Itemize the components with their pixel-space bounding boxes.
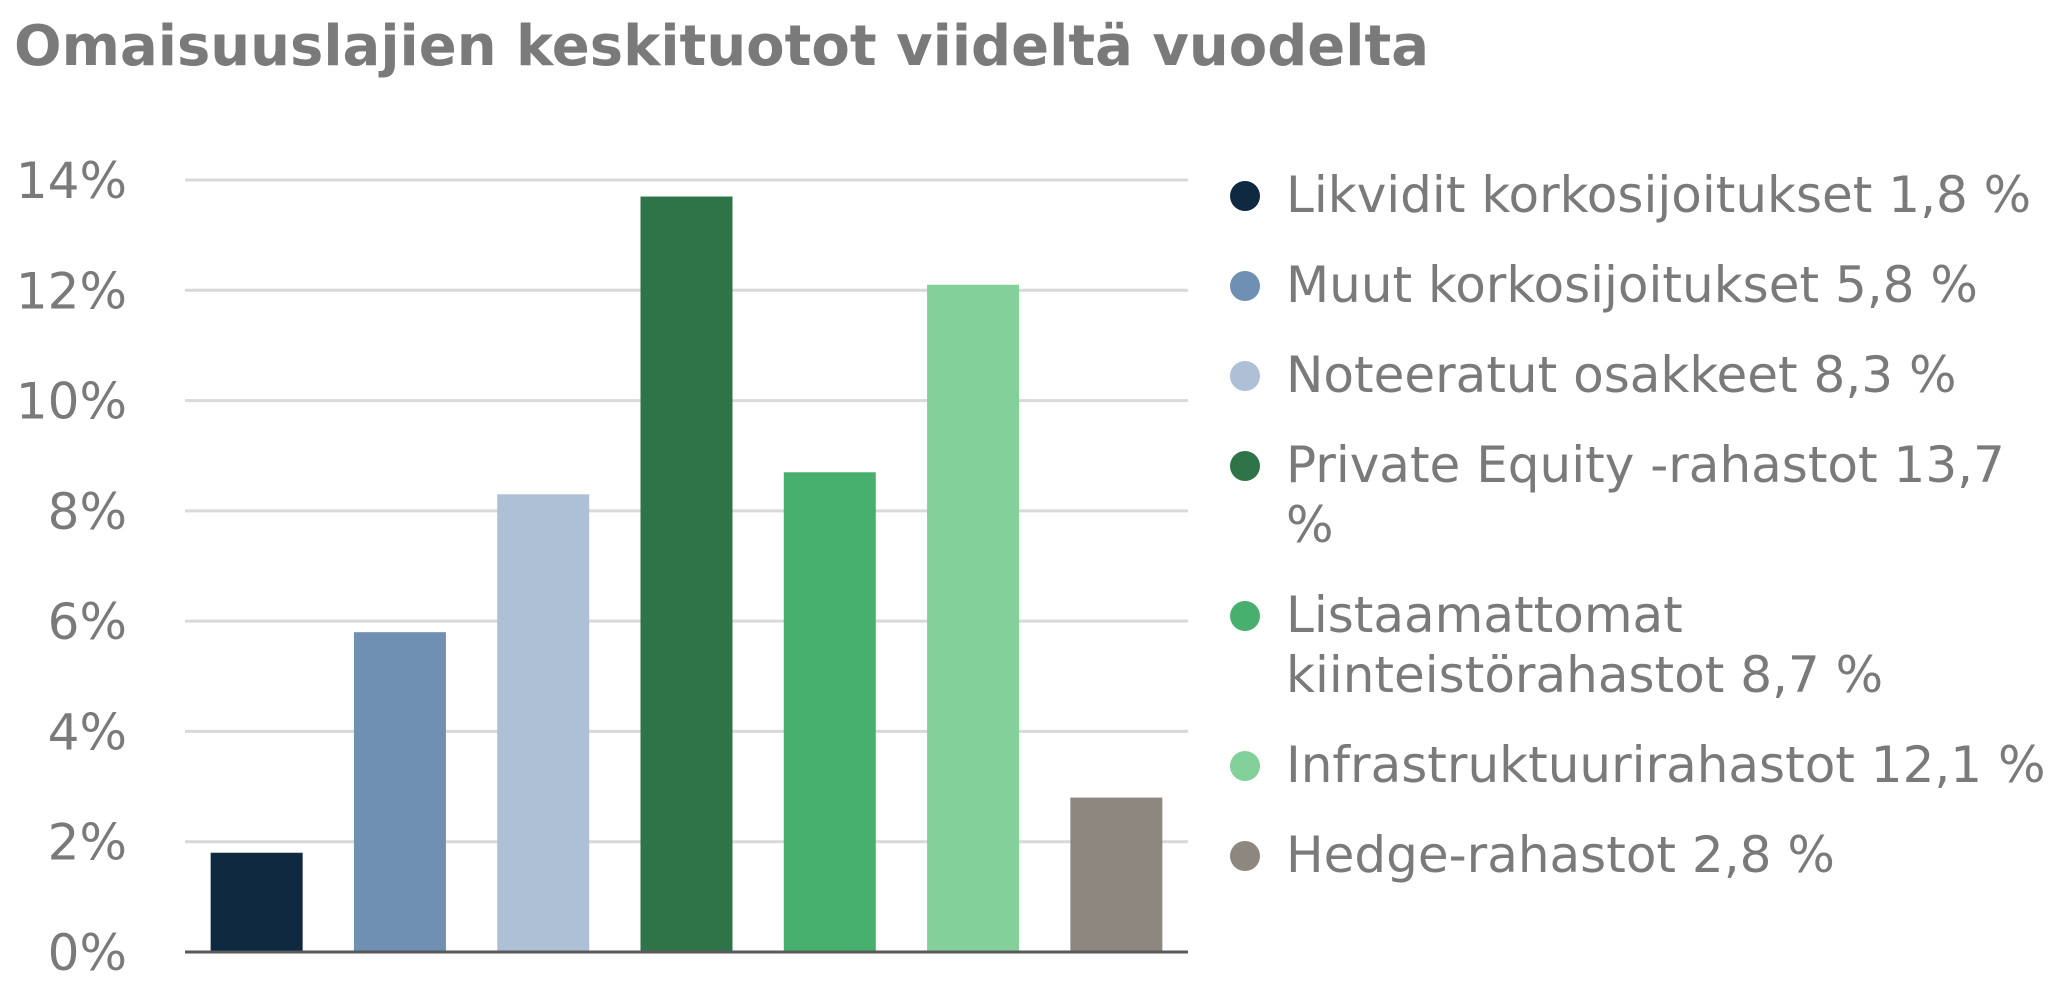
legend-label: Likvidit korkosijoitukset 1,8 % bbox=[1286, 166, 2032, 224]
bar bbox=[210, 852, 303, 952]
bars bbox=[210, 196, 1163, 953]
bar bbox=[640, 196, 733, 953]
legend-label: Private Equity -rahastot 13,7 % bbox=[1286, 436, 2005, 554]
y-tick-labels: 0% 2% 4% 6% 8% 10% 12% 14% bbox=[16, 152, 127, 981]
y-tick-label: 8% bbox=[48, 483, 127, 541]
bar-chart: 0% 2% 4% 6% 8% 10% 12% 14% bbox=[16, 152, 1188, 981]
legend-label: Listaamattomat kiinteistörahastot 8,7 % bbox=[1286, 586, 1884, 704]
y-tick-label: 0% bbox=[48, 924, 127, 981]
bar bbox=[927, 284, 1020, 952]
legend-item: Likvidit korkosijoitukset 1,8 % bbox=[1230, 165, 2050, 225]
bar bbox=[1070, 797, 1163, 952]
legend-swatch bbox=[1230, 361, 1260, 391]
legend-label: Hedge-rahastot 2,8 % bbox=[1286, 826, 1835, 884]
legend-item: Private Equity -rahastot 13,7 % bbox=[1230, 435, 2050, 555]
legend-label: Infrastruktuurirahastot 12,1 % bbox=[1286, 736, 2046, 794]
legend-swatch bbox=[1230, 841, 1260, 871]
y-tick-label: 12% bbox=[16, 262, 127, 320]
legend: Likvidit korkosijoitukset 1,8 % Muut kork… bbox=[1230, 165, 2050, 915]
y-tick-label: 6% bbox=[48, 593, 127, 651]
legend-label: Noteeratut osakkeet 8,3 % bbox=[1286, 346, 1957, 404]
legend-label: Muut korkosijoitukset 5,8 % bbox=[1286, 256, 1978, 314]
y-tick-label: 14% bbox=[16, 152, 127, 210]
legend-item: Hedge-rahastot 2,8 % bbox=[1230, 825, 2050, 885]
y-tick-label: 4% bbox=[48, 703, 127, 761]
legend-swatch bbox=[1230, 451, 1260, 481]
legend-item: Muut korkosijoitukset 5,8 % bbox=[1230, 255, 2050, 315]
y-tick-label: 2% bbox=[48, 814, 127, 872]
legend-item: Noteeratut osakkeet 8,3 % bbox=[1230, 345, 2050, 405]
legend-swatch bbox=[1230, 271, 1260, 301]
bar bbox=[497, 494, 590, 952]
legend-item: Listaamattomat kiinteistörahastot 8,7 % bbox=[1230, 585, 2050, 705]
y-tick-label: 10% bbox=[16, 373, 127, 431]
chart-title: Omaisuuslajien keskituotot viideltä vuod… bbox=[14, 14, 1430, 79]
bar bbox=[783, 472, 876, 952]
legend-swatch bbox=[1230, 751, 1260, 781]
legend-swatch bbox=[1230, 601, 1260, 631]
legend-item: Infrastruktuurirahastot 12,1 % bbox=[1230, 735, 2050, 795]
bar bbox=[353, 632, 446, 952]
legend-swatch bbox=[1230, 181, 1260, 211]
